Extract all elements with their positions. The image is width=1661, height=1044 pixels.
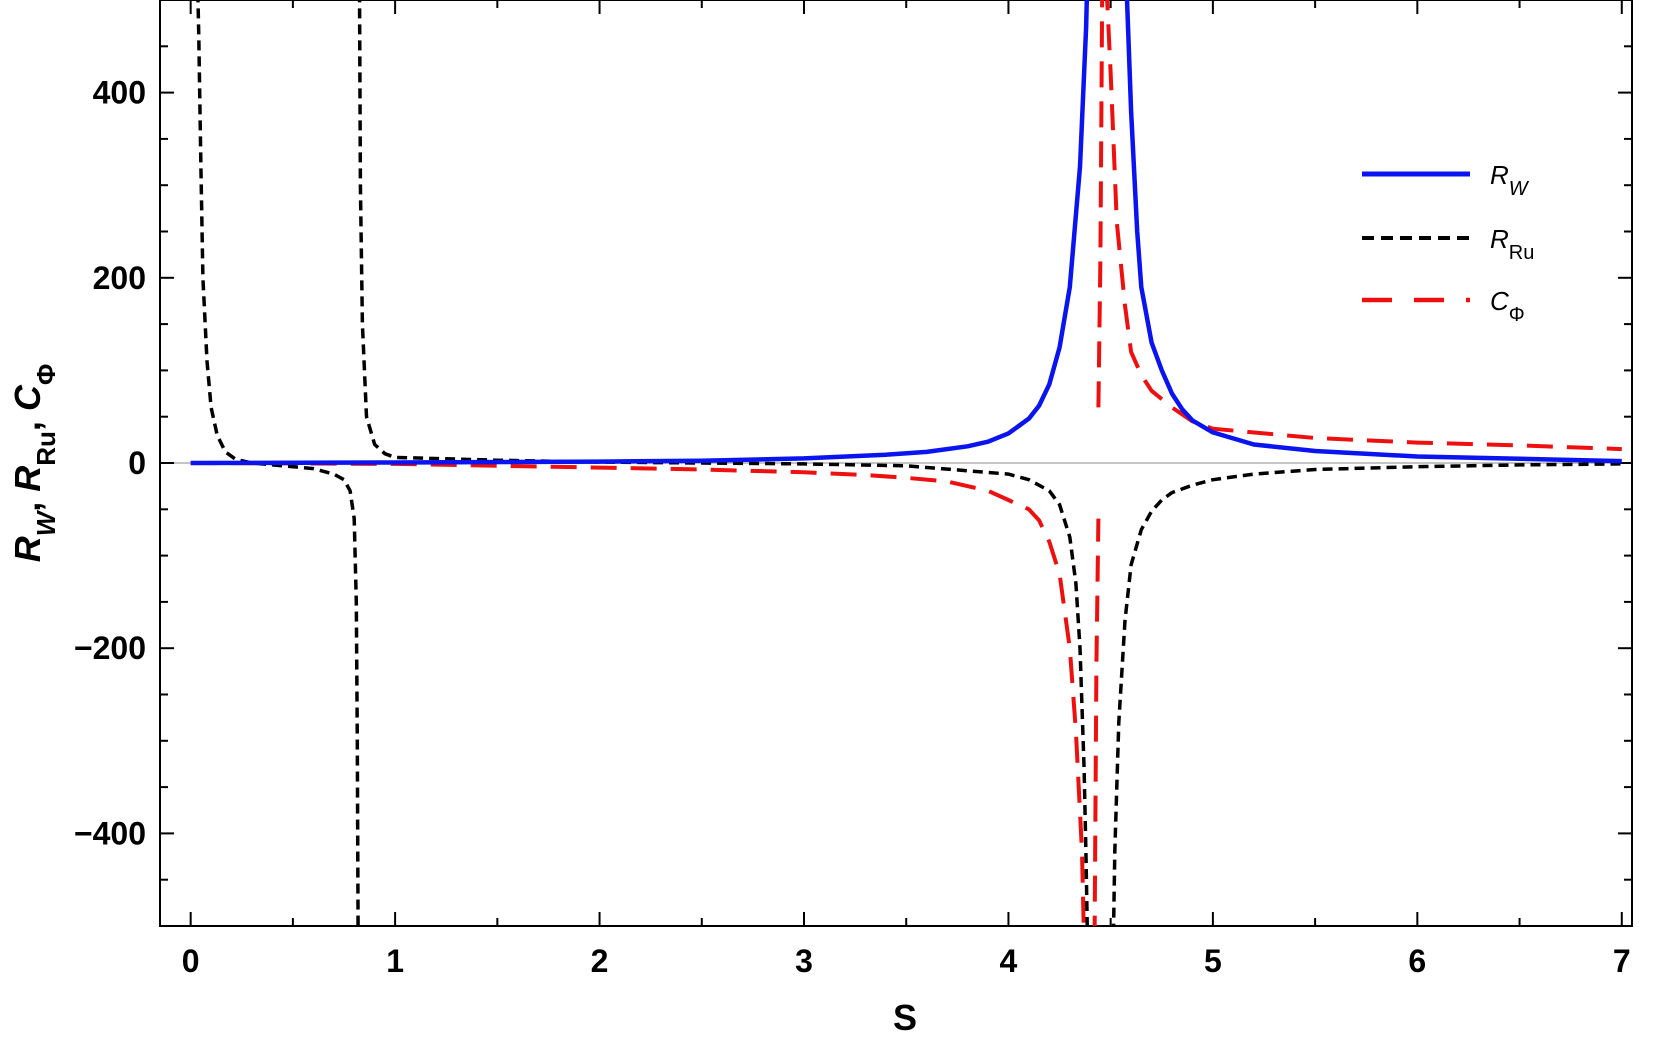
tick-labels: 0 1 2 3 4 5 6 7 −400 −200 0 200 400 — [74, 75, 1631, 979]
series-line-rw — [190, 0, 1090, 466]
x-tick-label: 7 — [1613, 943, 1631, 979]
x-tick-label: 3 — [795, 943, 813, 979]
legend-label-cphi: CΦ — [1490, 286, 1525, 326]
y-axis-title-part: W — [31, 509, 61, 536]
series-line-rru — [1111, 462, 1622, 926]
y-tick-label: 200 — [93, 260, 146, 296]
x-tick-label: 5 — [1204, 943, 1222, 979]
x-tick-label: 6 — [1408, 943, 1426, 979]
x-tick-label: 2 — [591, 943, 609, 979]
x-tick-label: 4 — [1000, 943, 1018, 979]
y-axis-title-part: Ru — [31, 431, 61, 466]
y-axis-title-part: , — [7, 492, 48, 512]
series-layer — [190, 0, 1622, 926]
y-tick-label: −200 — [74, 630, 146, 666]
series-line-cphi — [1096, 0, 1105, 408]
legend-label-rru: RRu — [1490, 224, 1534, 264]
y-axis-title-part: R — [7, 536, 48, 562]
x-tick-label: 1 — [386, 943, 404, 979]
series-line-rw — [1124, 0, 1622, 464]
y-axis-title-part: Φ — [31, 364, 61, 385]
series-line-cphi — [190, 461, 1086, 926]
legend-label-rw: RW — [1490, 160, 1530, 200]
series-line-cphi — [1092, 518, 1101, 926]
y-axis-title: RW, RRu, CΦ — [7, 364, 61, 563]
y-tick-label: 400 — [93, 75, 146, 111]
y-tick-label: −400 — [74, 815, 146, 851]
y-axis-title-part: C — [7, 384, 48, 411]
legend: RW RRu CΦ — [1362, 160, 1534, 326]
y-axis-title-part: R — [7, 466, 48, 492]
x-axis-title: S — [893, 997, 917, 1038]
series-line-rru — [357, 0, 1089, 926]
y-tick-label: 0 — [128, 445, 146, 481]
series-line-rru — [196, 0, 360, 926]
y-axis-title-part: , — [7, 411, 48, 431]
ticks — [160, 0, 1632, 927]
x-tick-label: 0 — [182, 943, 200, 979]
series-line-cphi — [1105, 0, 1622, 452]
